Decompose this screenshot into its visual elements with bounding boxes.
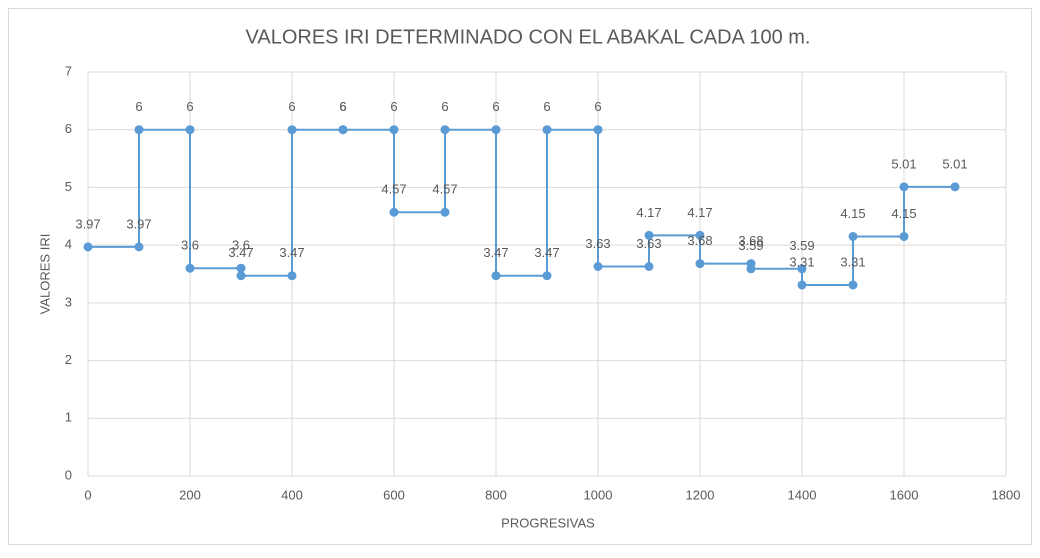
marker	[644, 230, 654, 240]
marker	[950, 182, 960, 192]
y-tick-label: 4	[65, 237, 72, 252]
data-label: 3.47	[534, 245, 559, 260]
marker	[695, 259, 705, 269]
marker	[644, 261, 654, 271]
marker	[287, 125, 297, 135]
data-label: 6	[339, 99, 346, 114]
marker	[236, 271, 246, 281]
x-tick-label: 200	[179, 487, 201, 502]
marker	[83, 242, 93, 252]
marker	[338, 125, 348, 135]
data-label: 5.01	[891, 156, 916, 171]
data-label: 3.31	[789, 254, 814, 269]
x-tick-label: 0	[84, 487, 91, 502]
data-label: 5.01	[942, 156, 967, 171]
x-tick-label: 1000	[584, 487, 613, 502]
x-tick-label: 400	[281, 487, 303, 502]
y-tick-label: 5	[65, 179, 72, 194]
data-label: 6	[543, 99, 550, 114]
data-label: 3.63	[585, 236, 610, 251]
x-tick-label: 600	[383, 487, 405, 502]
data-label: 6	[339, 99, 346, 114]
marker	[542, 271, 552, 281]
x-tick-label: 1800	[992, 487, 1021, 502]
marker	[134, 242, 144, 252]
y-tick-label: 3	[65, 294, 72, 309]
marker	[185, 125, 195, 135]
marker	[593, 125, 603, 135]
data-label: 6	[186, 99, 193, 114]
y-axis-label: VALORES IRI	[37, 234, 52, 315]
data-label: 6	[390, 99, 397, 114]
data-label: 4.15	[891, 206, 916, 221]
x-axis-label: PROGRESIVAS	[501, 515, 595, 530]
data-label: 3.68	[738, 233, 763, 248]
marker	[848, 280, 858, 290]
marker	[134, 125, 144, 135]
marker	[389, 125, 399, 135]
marker	[746, 264, 756, 274]
data-label: 4.17	[636, 205, 661, 220]
x-tick-label: 1200	[686, 487, 715, 502]
data-label: 3.59	[738, 238, 763, 253]
data-label: 6	[288, 99, 295, 114]
y-tick-label: 1	[65, 410, 72, 425]
marker	[899, 182, 909, 192]
data-label: 3.6	[181, 238, 199, 253]
data-label: 3.31	[840, 254, 865, 269]
marker	[695, 230, 705, 240]
chart-title: VALORES IRI DETERMINADO CON EL ABAKAL CA…	[246, 26, 811, 48]
marker	[593, 261, 603, 271]
marker	[797, 280, 807, 290]
data-label: 6	[441, 99, 448, 114]
data-label: 4.57	[381, 182, 406, 197]
data-label: 3.59	[789, 238, 814, 253]
marker	[797, 264, 807, 274]
data-label: 3.68	[687, 233, 712, 248]
data-label: 3.47	[483, 245, 508, 260]
data-label: 3.47	[279, 245, 304, 260]
marker	[389, 207, 399, 217]
marker	[287, 271, 297, 281]
marker	[491, 125, 501, 135]
x-tick-label: 1600	[890, 487, 919, 502]
marker	[848, 231, 858, 241]
y-tick-label: 2	[65, 352, 72, 367]
y-tick-label: 0	[65, 467, 72, 482]
marker	[185, 263, 195, 273]
y-tick-label: 7	[65, 63, 72, 78]
data-label: 3.63	[636, 236, 661, 251]
y-tick-label: 6	[65, 121, 72, 136]
data-label: 3.47	[228, 245, 253, 260]
marker	[491, 271, 501, 281]
x-tick-label: 1400	[788, 487, 817, 502]
data-label: 6	[492, 99, 499, 114]
data-label: 3.97	[126, 216, 151, 231]
x-tick-label: 800	[485, 487, 507, 502]
marker	[542, 125, 552, 135]
marker	[440, 125, 450, 135]
data-label: 6	[594, 99, 601, 114]
marker	[899, 231, 909, 241]
marker	[440, 207, 450, 217]
data-label: 3.97	[75, 216, 100, 231]
data-label: 4.15	[840, 206, 865, 221]
data-label: 6	[135, 99, 142, 114]
data-label: 4.17	[687, 205, 712, 220]
data-label: 4.57	[432, 182, 457, 197]
marker	[236, 263, 246, 273]
data-label: 3.6	[232, 238, 250, 253]
